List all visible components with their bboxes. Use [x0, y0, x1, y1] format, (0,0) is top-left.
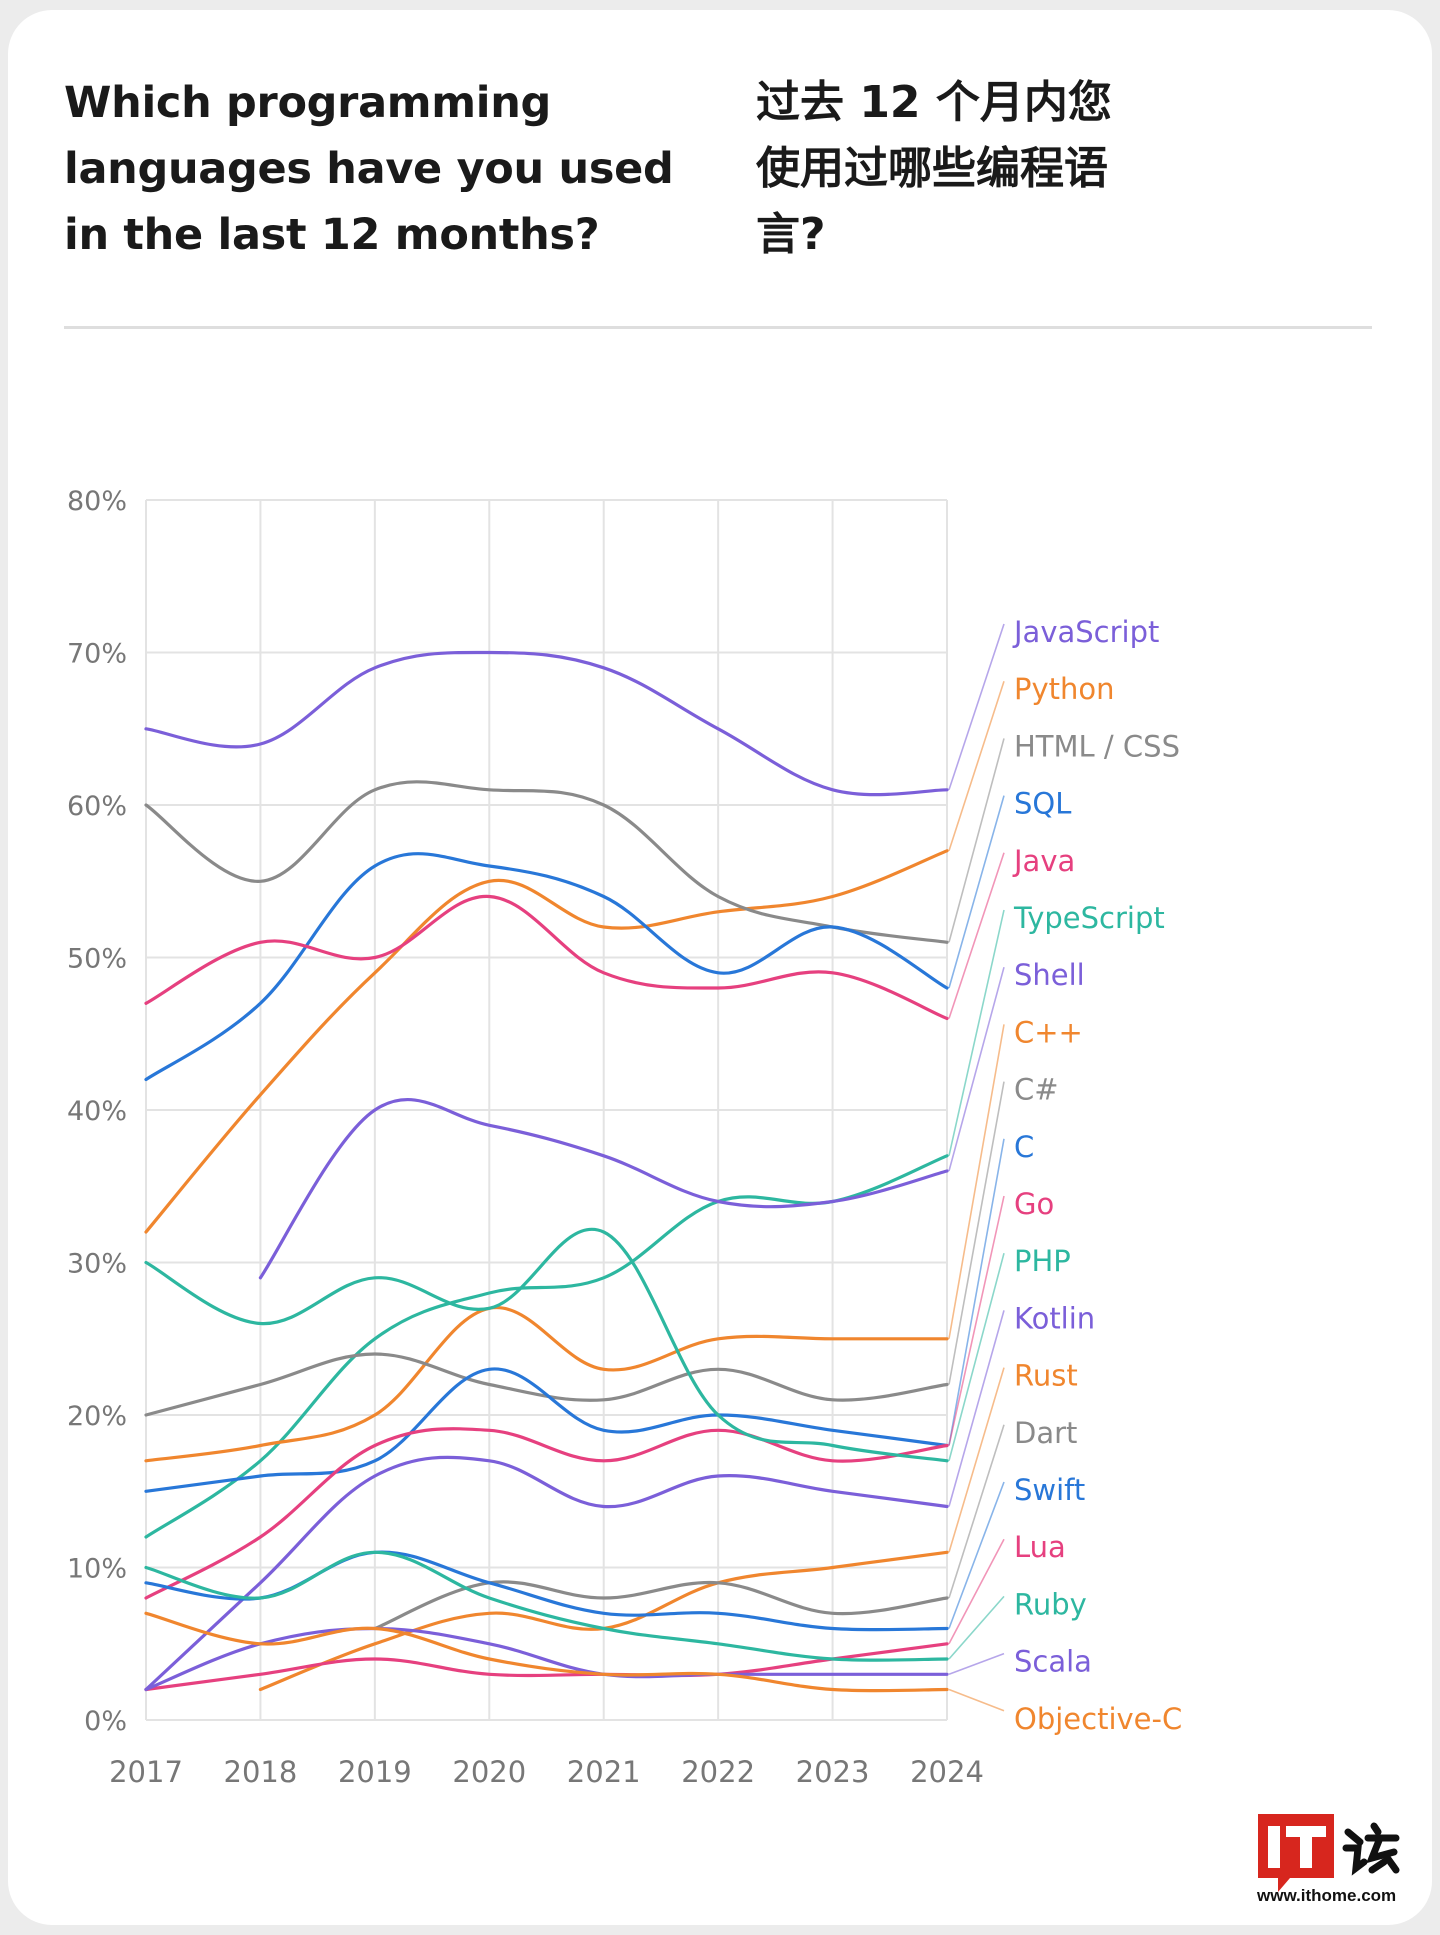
- y-tick-label: 20%: [67, 1401, 127, 1432]
- legend-label-c: C++: [1014, 1015, 1083, 1049]
- title-divider: [64, 326, 1372, 329]
- legend-leader-c: [948, 1138, 1005, 1446]
- legend-leader-javascript: [948, 623, 1005, 791]
- legend-leader-php: [948, 1252, 1005, 1461]
- legend-label-lua: Lua: [1014, 1530, 1066, 1564]
- legend-leader-lua: [948, 1538, 1005, 1645]
- legend-label-typescript: TypeScript: [1013, 901, 1165, 935]
- legend-leader-swift: [948, 1481, 1005, 1629]
- y-tick-label: 80%: [67, 486, 127, 517]
- series-line-ruby: [144, 1550, 949, 1662]
- legend-leader-objective-c: [948, 1688, 1005, 1712]
- legend-leader-go: [948, 1195, 1005, 1446]
- legend-label-kotlin: Kotlin: [1014, 1301, 1095, 1335]
- chart-card: [8, 10, 1432, 1925]
- x-tick-label: 2020: [452, 1755, 526, 1789]
- y-tick-label: 10%: [67, 1554, 127, 1585]
- series-line-html-css: [144, 780, 949, 944]
- series-line-javascript: [144, 650, 949, 797]
- x-axis-ticks: 2017 2018 2019 2020 2021 2022 2023 2024: [109, 1755, 984, 1789]
- y-tick-label: 0%: [84, 1706, 127, 1737]
- series-line-objective-c: [144, 1611, 949, 1693]
- legend-leader-html-css: [948, 738, 1005, 943]
- legend-leader-shell: [948, 966, 1005, 1172]
- legend-leader-rust: [948, 1367, 1005, 1553]
- series-line-typescript: [144, 1154, 949, 1539]
- ithome-logo: [1258, 1814, 1400, 1892]
- y-tick-label: 70%: [67, 639, 127, 670]
- legend: JavaScript Python HTML / CSS SQL Java TypeScr…: [1012, 615, 1182, 1736]
- legend-label-javascript: JavaScript: [1012, 615, 1159, 649]
- x-tick-label: 2021: [567, 1755, 641, 1789]
- x-tick-label: 2022: [681, 1755, 755, 1789]
- legend-leader-c: [948, 1081, 1005, 1385]
- series-lines: [144, 650, 949, 1693]
- series-line-c: [144, 1306, 949, 1463]
- legend-leader-python: [948, 680, 1005, 851]
- series-line-dart: [373, 1580, 949, 1631]
- y-tick-label: 40%: [67, 1096, 127, 1127]
- y-tick-label: 30%: [67, 1249, 127, 1280]
- grid: [145, 499, 948, 1721]
- legend-label-python: Python: [1014, 672, 1115, 706]
- x-tick-label: 2018: [224, 1755, 298, 1789]
- legend-label-c: C#: [1014, 1073, 1059, 1107]
- legend-label-go: Go: [1014, 1187, 1054, 1221]
- legend-label-html-css: HTML / CSS: [1014, 729, 1180, 763]
- legend-label-dart: Dart: [1014, 1416, 1077, 1450]
- legend-label-swift: Swift: [1014, 1473, 1085, 1507]
- legend-leader-java: [948, 852, 1005, 1019]
- x-tick-label: 2017: [109, 1755, 183, 1789]
- chart-title-english: Which programming languages have you use…: [64, 78, 674, 260]
- legend-leader-dart: [948, 1424, 1005, 1599]
- series-line-go: [144, 1427, 949, 1600]
- legend-label-objective-c: Objective-C: [1014, 1702, 1182, 1736]
- watermark-url: www.ithome.com: [1257, 1886, 1397, 1905]
- series-line-c: [144, 1352, 949, 1417]
- legend-label-ruby: Ruby: [1014, 1587, 1087, 1621]
- x-tick-label: 2023: [796, 1755, 870, 1789]
- y-tick-label: 50%: [67, 944, 127, 975]
- legend-label-java: Java: [1012, 844, 1075, 878]
- legend-label-c: C: [1014, 1130, 1034, 1164]
- legend-label-sql: SQL: [1014, 787, 1071, 821]
- series-line-lua: [144, 1642, 949, 1692]
- legend-leader-typescript: [948, 909, 1005, 1156]
- legend-leader-scala: [948, 1652, 1005, 1675]
- x-tick-label: 2019: [338, 1755, 412, 1789]
- legend-label-shell: Shell: [1014, 958, 1085, 992]
- legend-leader-sql: [948, 795, 1005, 989]
- series-line-shell: [258, 1098, 949, 1280]
- series-line-php: [144, 1227, 949, 1463]
- y-axis-ticks: 0% 10% 20% 30% 40% 50% 60% 70% 80%: [67, 486, 127, 1737]
- series-line-python: [144, 849, 949, 1234]
- chart-title-chinese: 过去 12 个月内您使用过哪些编程语言?: [756, 77, 1112, 260]
- legend-leader-ruby: [948, 1595, 1005, 1660]
- legend-leader-kotlin: [948, 1310, 1005, 1507]
- x-tick-label: 2024: [910, 1755, 984, 1789]
- legend-leaders: [948, 623, 1005, 1712]
- series-line-c: [144, 1367, 949, 1493]
- series-line-java: [144, 894, 949, 1021]
- legend-leader-c: [948, 1024, 1005, 1339]
- series-line-sql: [144, 852, 949, 1082]
- legend-label-php: PHP: [1014, 1244, 1071, 1278]
- legend-label-scala: Scala: [1014, 1645, 1092, 1679]
- series-line-kotlin: [144, 1455, 949, 1692]
- y-tick-label: 60%: [67, 791, 127, 822]
- legend-label-rust: Rust: [1014, 1359, 1078, 1393]
- series-line-swift: [144, 1550, 949, 1632]
